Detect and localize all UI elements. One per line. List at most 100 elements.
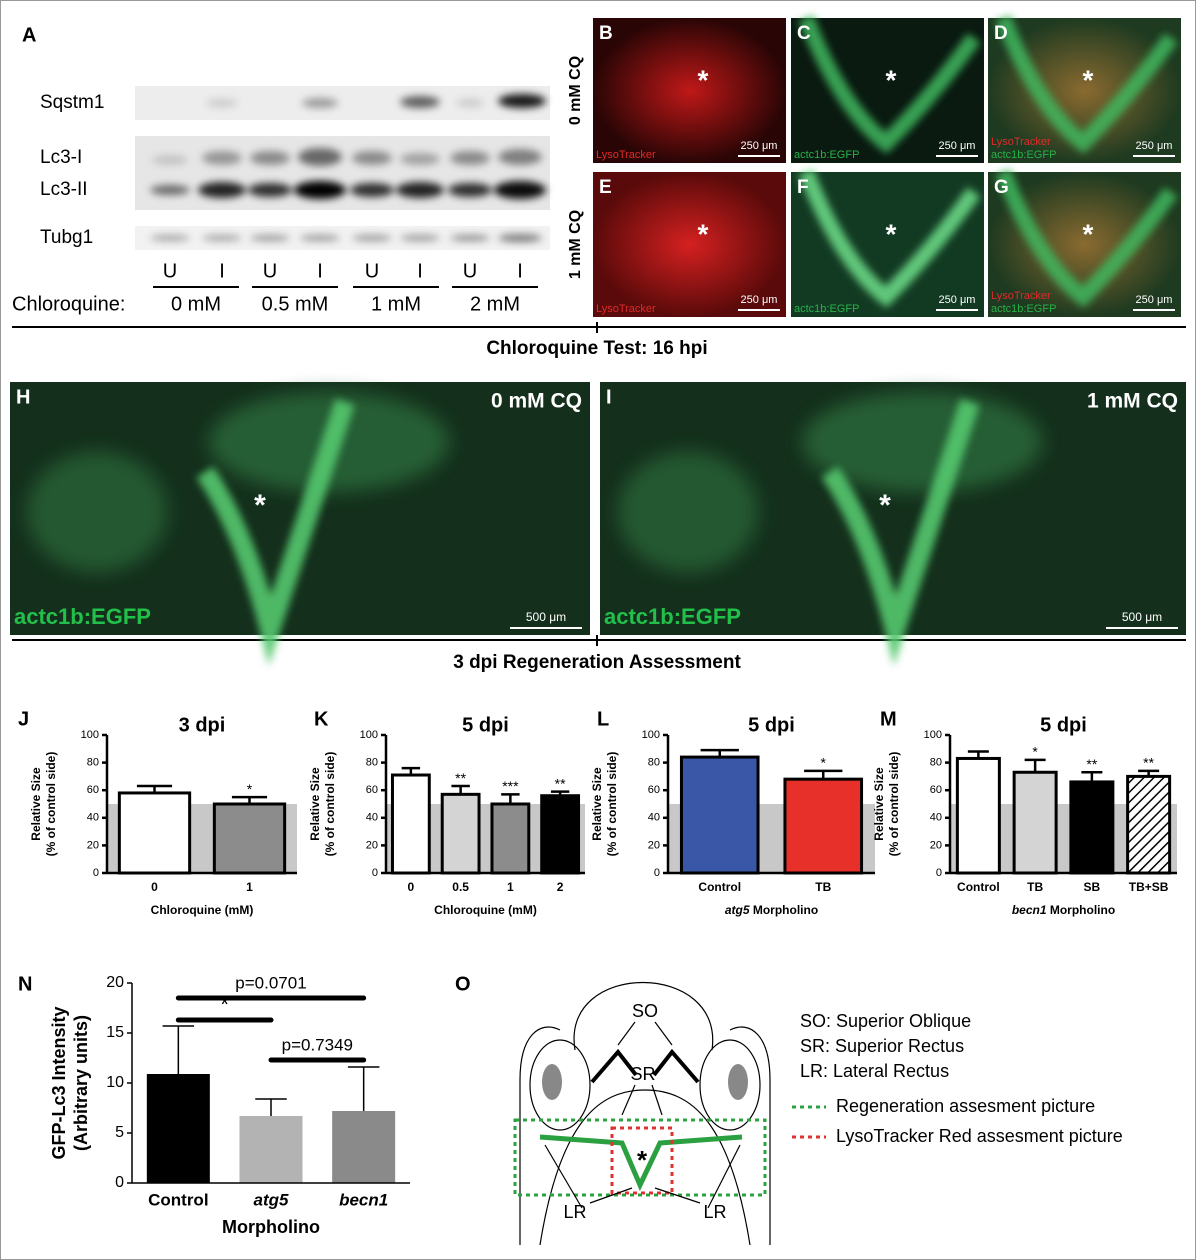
diagram-label: SR [630,1064,655,1084]
x-axis-label-text: Chloroquine (mM) [434,903,537,917]
bar [1126,774,1172,875]
y-tick-label: 20 [648,839,660,851]
y-tick-label: 80 [930,757,942,769]
channel-label: LysoTracker [991,136,1051,148]
micrograph: C * actc1b:EGFP 250 μm [791,15,984,163]
bar [490,802,531,875]
diagram-label: LR [563,1202,586,1222]
panel-letter: C [797,23,811,44]
diagram-label: LR [703,1202,726,1222]
panel-letter: J [18,708,29,730]
channel-label: LysoTracker [991,290,1051,302]
marker: * [1083,218,1094,249]
bar [540,794,581,875]
y-tick-label: 100 [81,729,99,741]
panel-letter: H [16,386,30,408]
bar [679,755,760,875]
y-tick-label: 20 [106,974,124,991]
muscle-signal [821,398,980,666]
row-label: 1 mM CQ [567,210,584,279]
lane-label: U [263,260,277,282]
image-background [593,172,786,317]
x-axis-label-text: Morpholino [1050,903,1115,917]
micrograph: E * LysoTracker 250 μm [593,172,786,317]
lane-label: I [417,260,423,282]
y-tick-label: 60 [648,784,660,796]
blot-strip [135,86,550,120]
chart-title: 3 dpi [179,714,226,736]
bar [390,773,431,875]
image-background [593,18,786,163]
x-tick-label: 1 [507,880,514,894]
y-tick-label: 40 [366,812,378,824]
channel-label: LysoTracker [596,303,656,315]
panel-letter: E [599,177,612,198]
y-tick-label: 5 [115,1124,124,1141]
bar [955,756,1001,875]
x-axis-label: becn1 Morpholino [1012,903,1115,917]
y-tick-label: 40 [87,812,99,824]
bar [1069,780,1115,875]
bar [783,777,864,875]
head-diagram: O SO SR LR LR * [455,973,771,1246]
x-tick-label: atg5 [254,1190,290,1209]
condition-label: 1 mM CQ [1087,390,1178,413]
scale-label: 500 μm [1122,610,1162,624]
x-axis-label-text: Morpholino [222,1217,320,1237]
y-axis-label: (% of control side) [323,752,337,857]
panel-letter: O [455,973,471,995]
x-tick-label: becn1 [339,1190,388,1209]
legend-label: SO: Superior Oblique [800,1011,971,1031]
panel-letter: D [994,23,1008,44]
channel-label: actc1b:EGFP [991,149,1056,161]
y-tick-label: 15 [106,1024,124,1041]
x-axis-gene: atg5 [725,903,750,917]
muscle-signal [995,15,1178,154]
chart-title: 5 dpi [748,714,795,736]
y-tick-label: 80 [648,757,660,769]
x-tick-label: Control [957,880,1000,894]
y-tick-label: 100 [642,729,660,741]
marker: * [879,489,891,522]
x-axis-label: atg5 Morpholino [725,903,818,917]
x-tick-label: Control [698,880,741,894]
x-tick-label: TB [815,880,831,894]
scale-label: 250 μm [741,140,778,152]
significance-label: ** [555,775,566,791]
protein-label: Sqstm1 [40,92,104,113]
protein-label: Lc3-II [40,179,88,200]
blot-strip [135,136,550,210]
bracket-label: p=0.0701 [235,973,306,992]
x-axis-gene: becn1 [1012,903,1047,917]
y-tick-label: 20 [87,839,99,851]
scale-label: 250 μm [1136,294,1173,306]
row-label: 0 mM CQ [567,56,584,125]
y-axis-label: Relative Size [590,767,604,841]
x-tick-label: TB+SB [1129,880,1169,894]
tissue-glow [27,452,167,572]
panel-letter: L [597,708,609,730]
lane-label: U [163,260,177,282]
marker: * [698,218,709,249]
panel-letter: G [994,177,1009,198]
x-tick-label: 0.5 [452,880,469,894]
panel-letter: M [880,708,897,730]
y-axis-label: (% of control side) [605,752,619,857]
bar [212,802,287,875]
muscle-signal [798,15,981,154]
y-tick-label: 60 [366,784,378,796]
micrograph: B * LysoTracker 250 μm [593,18,786,163]
channel-label: LysoTracker [596,149,656,161]
muscle-signal [798,169,981,308]
x-tick-label: TB [1027,880,1043,894]
y-tick-label: 40 [648,812,660,824]
channel-label: actc1b:EGFP [14,604,151,629]
y-tick-label: 0 [372,867,378,879]
y-tick-label: 0 [936,867,942,879]
tissue-glow [802,392,1043,492]
scale-label: 500 μm [526,610,566,624]
bands [150,94,546,242]
section-caption: Chloroquine Test: 16 hpi [486,338,707,359]
